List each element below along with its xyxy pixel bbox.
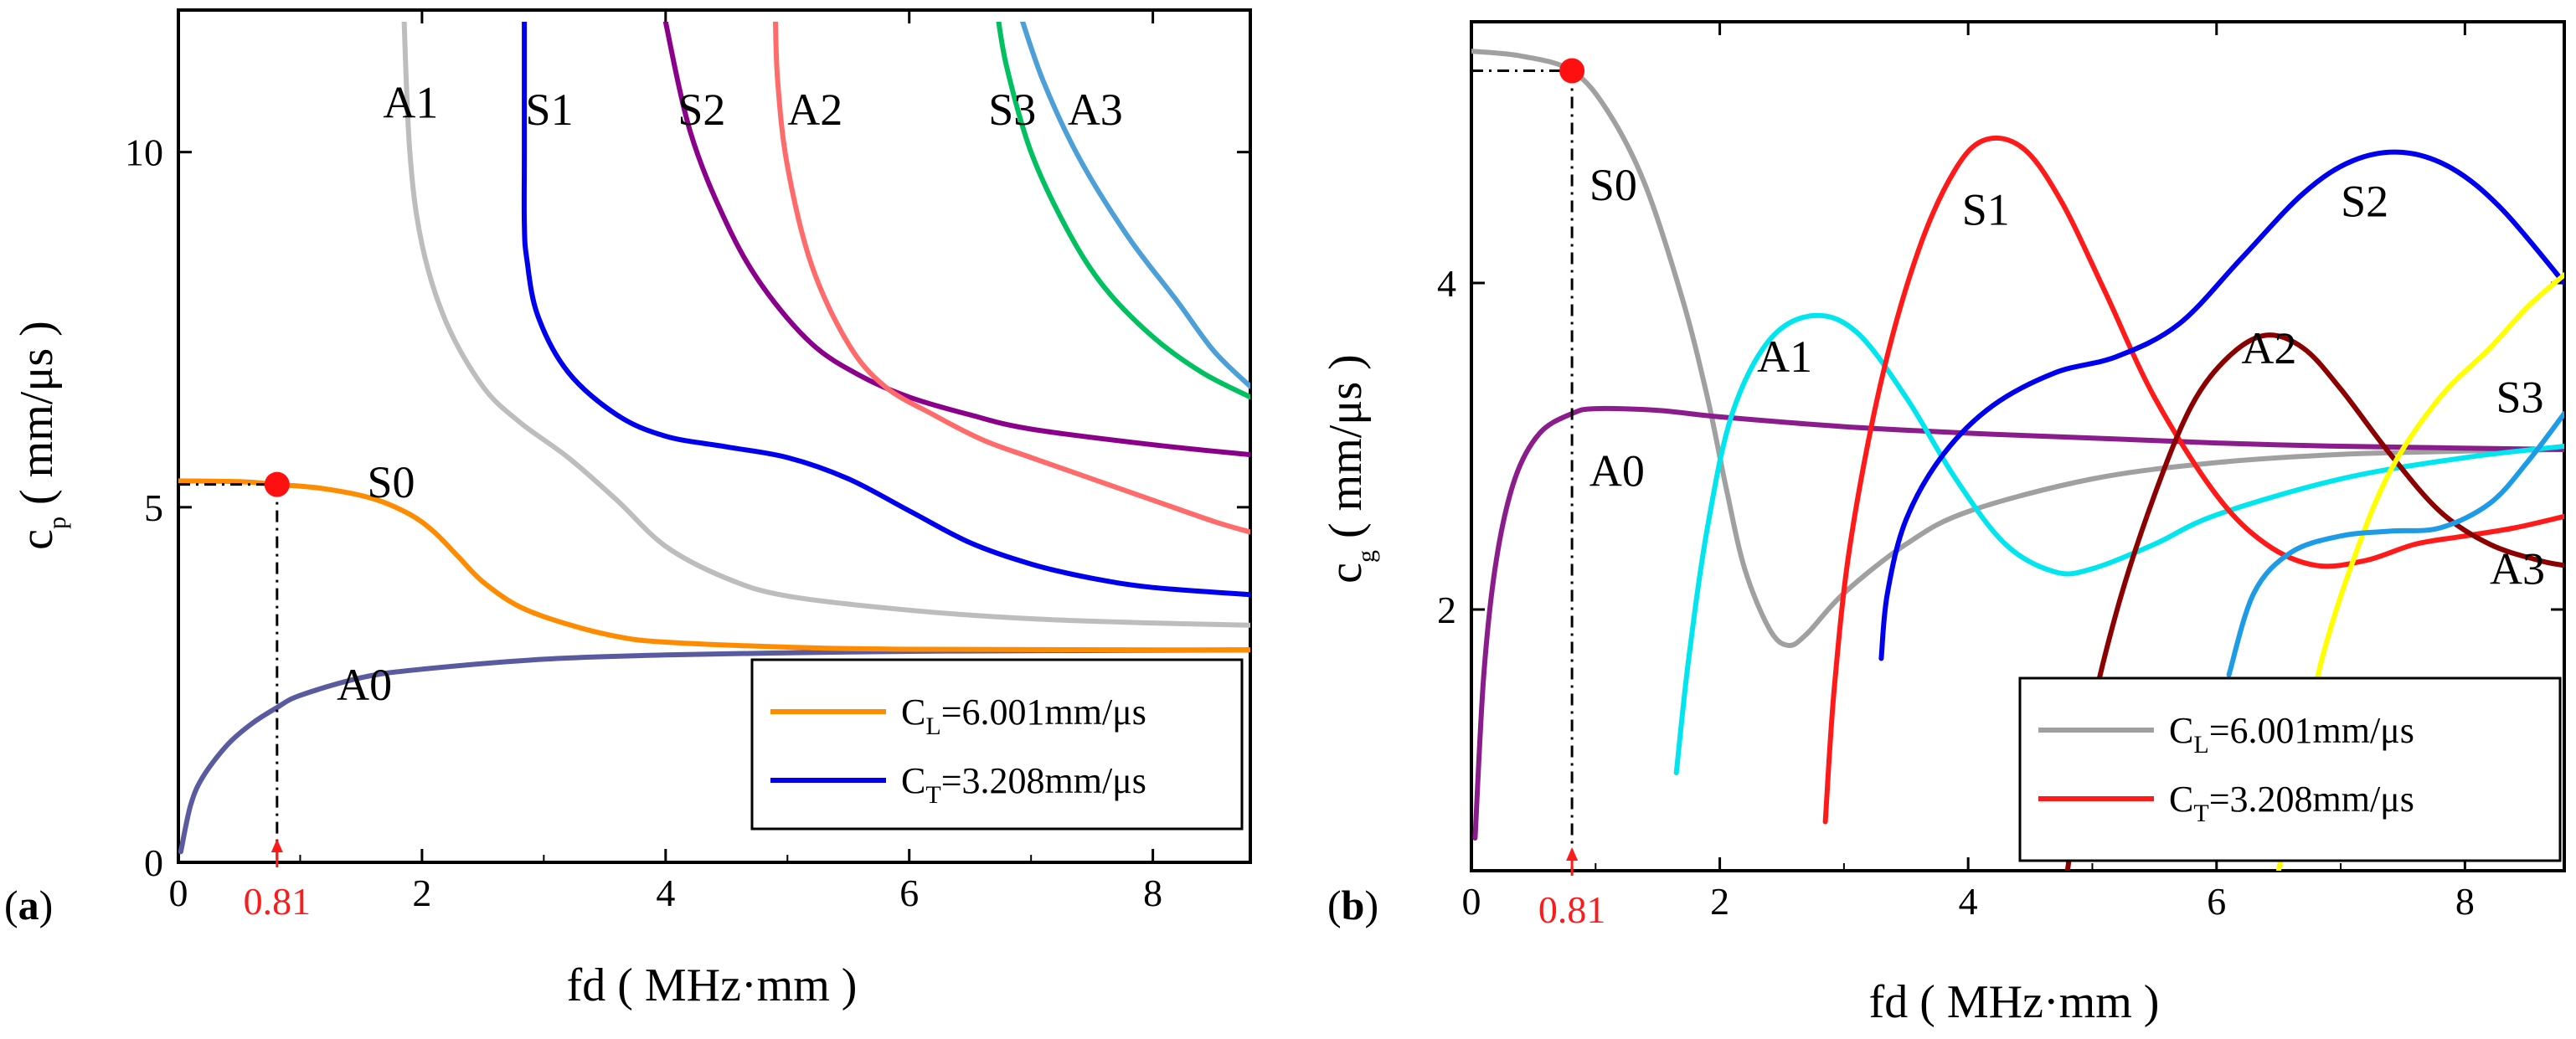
curve-S2 [1878,149,2564,661]
x-tick-label: 2 [412,872,431,914]
curve-S0 [178,478,1250,653]
curve-label-S2: S2 [2341,177,2388,227]
curve-label-S3: S3 [2496,373,2543,423]
x-tick-label: 4 [1959,880,1978,923]
curve-A3 [2226,411,2564,677]
curve-S0 [1471,49,2564,649]
curve-label-A1: A1 [1757,332,1812,382]
curve-A2 [2064,332,2564,871]
curve-S2 [662,22,1250,458]
y-tick-label: 2 [1437,589,1456,631]
x-tick-label: 0 [169,872,188,914]
curve-A1 [1673,312,2564,775]
marker-arrow-head [270,839,283,852]
x-tick-label: 6 [2207,880,2226,923]
x-tick-label: 0 [1462,880,1481,923]
curve-label-S3: S3 [988,85,1036,135]
y-tick-label: 5 [144,486,163,529]
legend-entry: CL=6.001mm/μs [2169,710,2414,759]
marker-point [264,471,290,497]
plot-frame [177,8,1252,864]
x-tick-label: 6 [899,872,919,914]
x-axis-label: fd ( MHz·mm ) [1869,976,2160,1028]
curve-label-A2: A2 [2241,323,2296,373]
panel-label: (a) [4,882,53,928]
legend-entry: CT=3.208mm/μs [2169,779,2414,827]
legend: CL=6.001mm/μs CT=3.208mm/μs [2018,676,2562,862]
curve-S1 [1822,135,2564,825]
panel-b: 0 2 4 6 8 2 4 S0 A0 A1 S1 S2 A2 S3 A3 0.81 fd ( MHz·mm )… [1320,20,2566,1028]
curve-A0 [1472,405,2564,841]
curve-label-A0: A0 [337,660,392,710]
legend-box [2018,676,2562,862]
curve-label-A3: A3 [1068,85,1123,135]
marker-tick-label: 0.81 [244,880,312,923]
series-group [178,22,1250,855]
x-tick-label: 8 [2455,880,2475,923]
curve-S3 [996,22,1250,400]
curve-label-A3: A3 [2490,543,2545,594]
curve-label-A0: A0 [1589,445,1645,496]
legend: CL=6.001mm/μs CT=3.208mm/μs [750,658,1244,831]
curve-label-S0: S0 [367,457,415,507]
curve-A2 [773,22,1250,535]
marker-point [1559,58,1585,84]
legend-entry: CT=3.208mm/μs [901,760,1146,809]
legend-entry: CL=6.001mm/μs [901,692,1146,740]
curve-label-S1: S1 [526,85,574,135]
y-tick-label: 0 [144,841,163,884]
curve-A3 [1020,22,1250,389]
legend-box [750,658,1244,831]
y-tick-label: 4 [1437,262,1456,305]
x-tick-label: 4 [656,872,675,914]
curve-label-S2: S2 [677,85,725,135]
panel-label: (b) [1327,882,1378,928]
marker-arrow-head [1566,847,1579,861]
y-axis-label: cp ( mm/μs ) [11,321,71,550]
panel-a: 0 2 4 6 8 0 5 10 A0 S0 A1 S1 S2 A2 S3 A3 0.81 fd ( MHz·mm… [4,8,1252,1011]
curve-A1 [401,22,1250,628]
curve-S1 [521,22,1250,598]
curve-label-A1: A1 [383,77,438,127]
curve-label-S0: S0 [1589,160,1637,210]
curve-label-A2: A2 [787,85,842,135]
x-axis-label: fd ( MHz·mm ) [567,959,858,1011]
y-tick-label: 10 [125,131,163,174]
y-axis-label: cg ( mm/μs ) [1320,354,1380,584]
curve-label-S1: S1 [1962,184,2010,234]
x-tick-label: 8 [1143,872,1162,914]
x-tick-label: 2 [1710,880,1729,923]
marker-tick-label: 0.81 [1538,888,1606,931]
